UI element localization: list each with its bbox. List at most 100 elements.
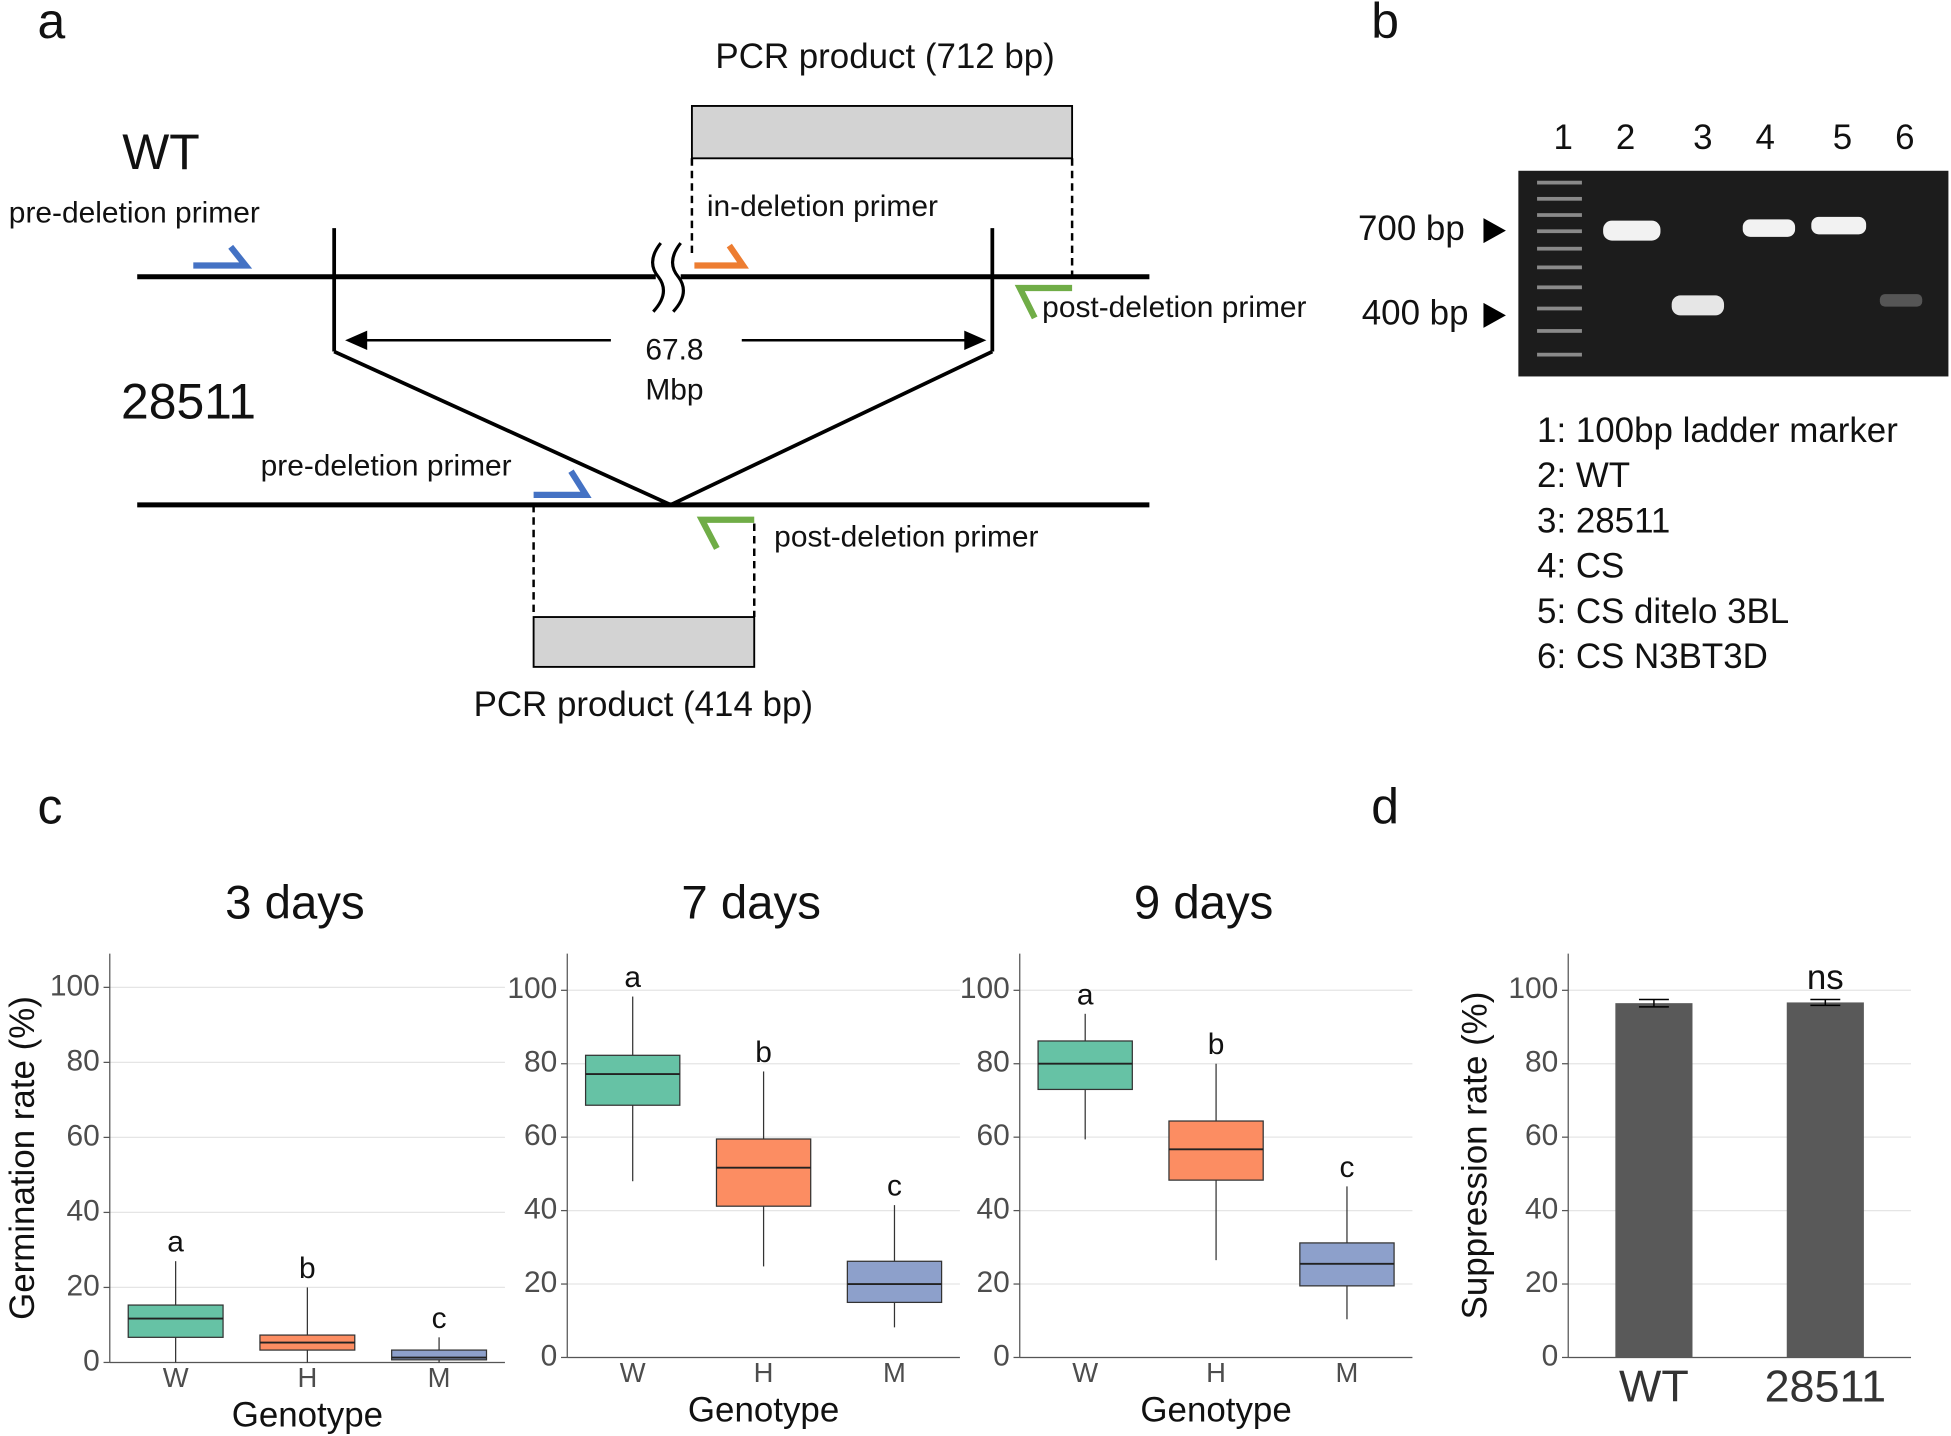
y-axis-label: Suppression rate (%) <box>1455 992 1494 1320</box>
legend-entry: 2: WT <box>1537 456 1630 495</box>
x-tick-label: H <box>754 1357 774 1388</box>
box <box>715 1138 812 1207</box>
lanes: 1 2 3 4 5 6 <box>1554 118 1915 157</box>
gel-band <box>1811 216 1867 235</box>
gel-band <box>1879 294 1923 307</box>
legend-entry: 6: CS N3BT3D <box>1537 637 1768 676</box>
y-tick-label: 20 <box>67 1269 100 1302</box>
ladder-band <box>1537 265 1582 270</box>
box <box>846 1260 943 1304</box>
x-tick-label: H <box>1206 1357 1226 1388</box>
y-tick-label: 60 <box>1525 1119 1558 1152</box>
significance-letter: b <box>299 1252 316 1285</box>
ladder-band <box>1537 196 1582 201</box>
x-tick-label: WT <box>1619 1361 1689 1412</box>
primer-label: in-deletion primer <box>707 190 938 223</box>
x-tick-label: H <box>297 1362 317 1393</box>
pcr-product-box <box>690 105 1074 160</box>
y-tick-label: 100 <box>1508 972 1558 1005</box>
bar <box>1615 1003 1693 1358</box>
x-tick-label: M <box>883 1357 906 1388</box>
y-tick-label: 0 <box>541 1339 558 1372</box>
ladder-band <box>1537 306 1582 311</box>
ladder-band <box>1537 246 1582 251</box>
wt-label: WT <box>122 124 200 180</box>
marker-arrow <box>1483 302 1506 328</box>
product-label: PCR product (414 bp) <box>474 685 813 724</box>
y-axis-label: Germination rate (%) <box>3 996 42 1320</box>
gel-band <box>1742 219 1796 237</box>
primer-label: pre-deletion primer <box>9 196 260 229</box>
gel-legend: 1: 100bp ladder marker 2: WT 3: 28511 4: CS… <box>1537 411 1898 676</box>
lane-label: 5 <box>1833 118 1852 157</box>
y-tick-label: 20 <box>1525 1266 1558 1299</box>
lane-label: 2 <box>1616 118 1635 157</box>
y-tick-label: 0 <box>1542 1339 1559 1372</box>
y-tick-label: 100 <box>960 972 1010 1005</box>
lane-label: 1 <box>1554 118 1573 157</box>
significance-letter: b <box>755 1036 772 1069</box>
ladder <box>1537 180 1582 357</box>
primer <box>533 469 592 498</box>
y-tick-label: 40 <box>67 1194 100 1227</box>
y-tick-label: 0 <box>993 1339 1010 1372</box>
marker-arrow <box>1483 218 1506 244</box>
significance-letter: a <box>167 1226 184 1259</box>
product-label: PCR product (712 bp) <box>715 37 1054 76</box>
primer <box>694 243 749 269</box>
x-tick-label: M <box>1336 1357 1359 1388</box>
ladder-band <box>1537 213 1582 217</box>
x-tick-label: W <box>620 1357 646 1388</box>
y-tick-label: 20 <box>977 1266 1010 1299</box>
legend-entry: 3: 28511 <box>1537 501 1670 540</box>
error-bar <box>1810 998 1841 1007</box>
legend-entry: 5: CS ditelo 3BL <box>1537 592 1789 631</box>
ladder-band <box>1537 329 1582 333</box>
chart-title: 7 days <box>681 877 821 930</box>
significance-letter: a <box>624 961 641 994</box>
lane-label: 4 <box>1755 118 1774 157</box>
legend-entry: 4: CS <box>1537 547 1624 586</box>
y-tick-label: 60 <box>67 1119 100 1152</box>
chart-title: 9 days <box>1134 877 1274 930</box>
y-tick-label: 80 <box>977 1046 1010 1079</box>
box <box>127 1304 224 1338</box>
panel-a <box>137 105 1150 668</box>
bar <box>1786 1002 1864 1358</box>
y-tick-label: 60 <box>524 1119 557 1152</box>
significance-letter: b <box>1208 1028 1225 1061</box>
y-tick-label: 40 <box>1525 1193 1558 1226</box>
y-tick-label: 40 <box>524 1193 557 1226</box>
deletion-unit: Mbp <box>645 373 703 406</box>
panel-label: b <box>1371 0 1399 49</box>
box <box>1168 1120 1264 1181</box>
gel-band <box>1671 295 1725 316</box>
gel-band <box>1603 220 1661 241</box>
panel-label: c <box>37 778 62 834</box>
marker-label: 400 bp <box>1362 294 1469 333</box>
significance-letter: c <box>1339 1151 1354 1184</box>
legend-entry: 1: 100bp ladder marker <box>1537 411 1898 450</box>
arrow-head <box>345 330 368 350</box>
x-axis-label: Genotype <box>688 1391 839 1430</box>
primer <box>1014 284 1073 320</box>
x-axis-label: Genotype <box>232 1396 383 1435</box>
y-tick-label: 60 <box>977 1119 1010 1152</box>
error-bar <box>1638 998 1669 1008</box>
lane-label: 3 <box>1693 118 1712 157</box>
box <box>1037 1040 1133 1091</box>
y-tick-label: 100 <box>507 972 557 1005</box>
x-tick-label: W <box>1072 1357 1098 1388</box>
primer-label: pre-deletion primer <box>261 449 512 482</box>
y-tick-label: 80 <box>67 1044 100 1077</box>
x-tick-label: M <box>428 1362 451 1393</box>
deletion-line <box>333 349 672 507</box>
break-mark <box>671 242 685 313</box>
significance-letter: c <box>887 1170 902 1203</box>
significance-letter: c <box>432 1302 447 1335</box>
box <box>584 1054 681 1106</box>
panel-label: a <box>37 0 65 49</box>
ladder-band <box>1537 229 1582 234</box>
